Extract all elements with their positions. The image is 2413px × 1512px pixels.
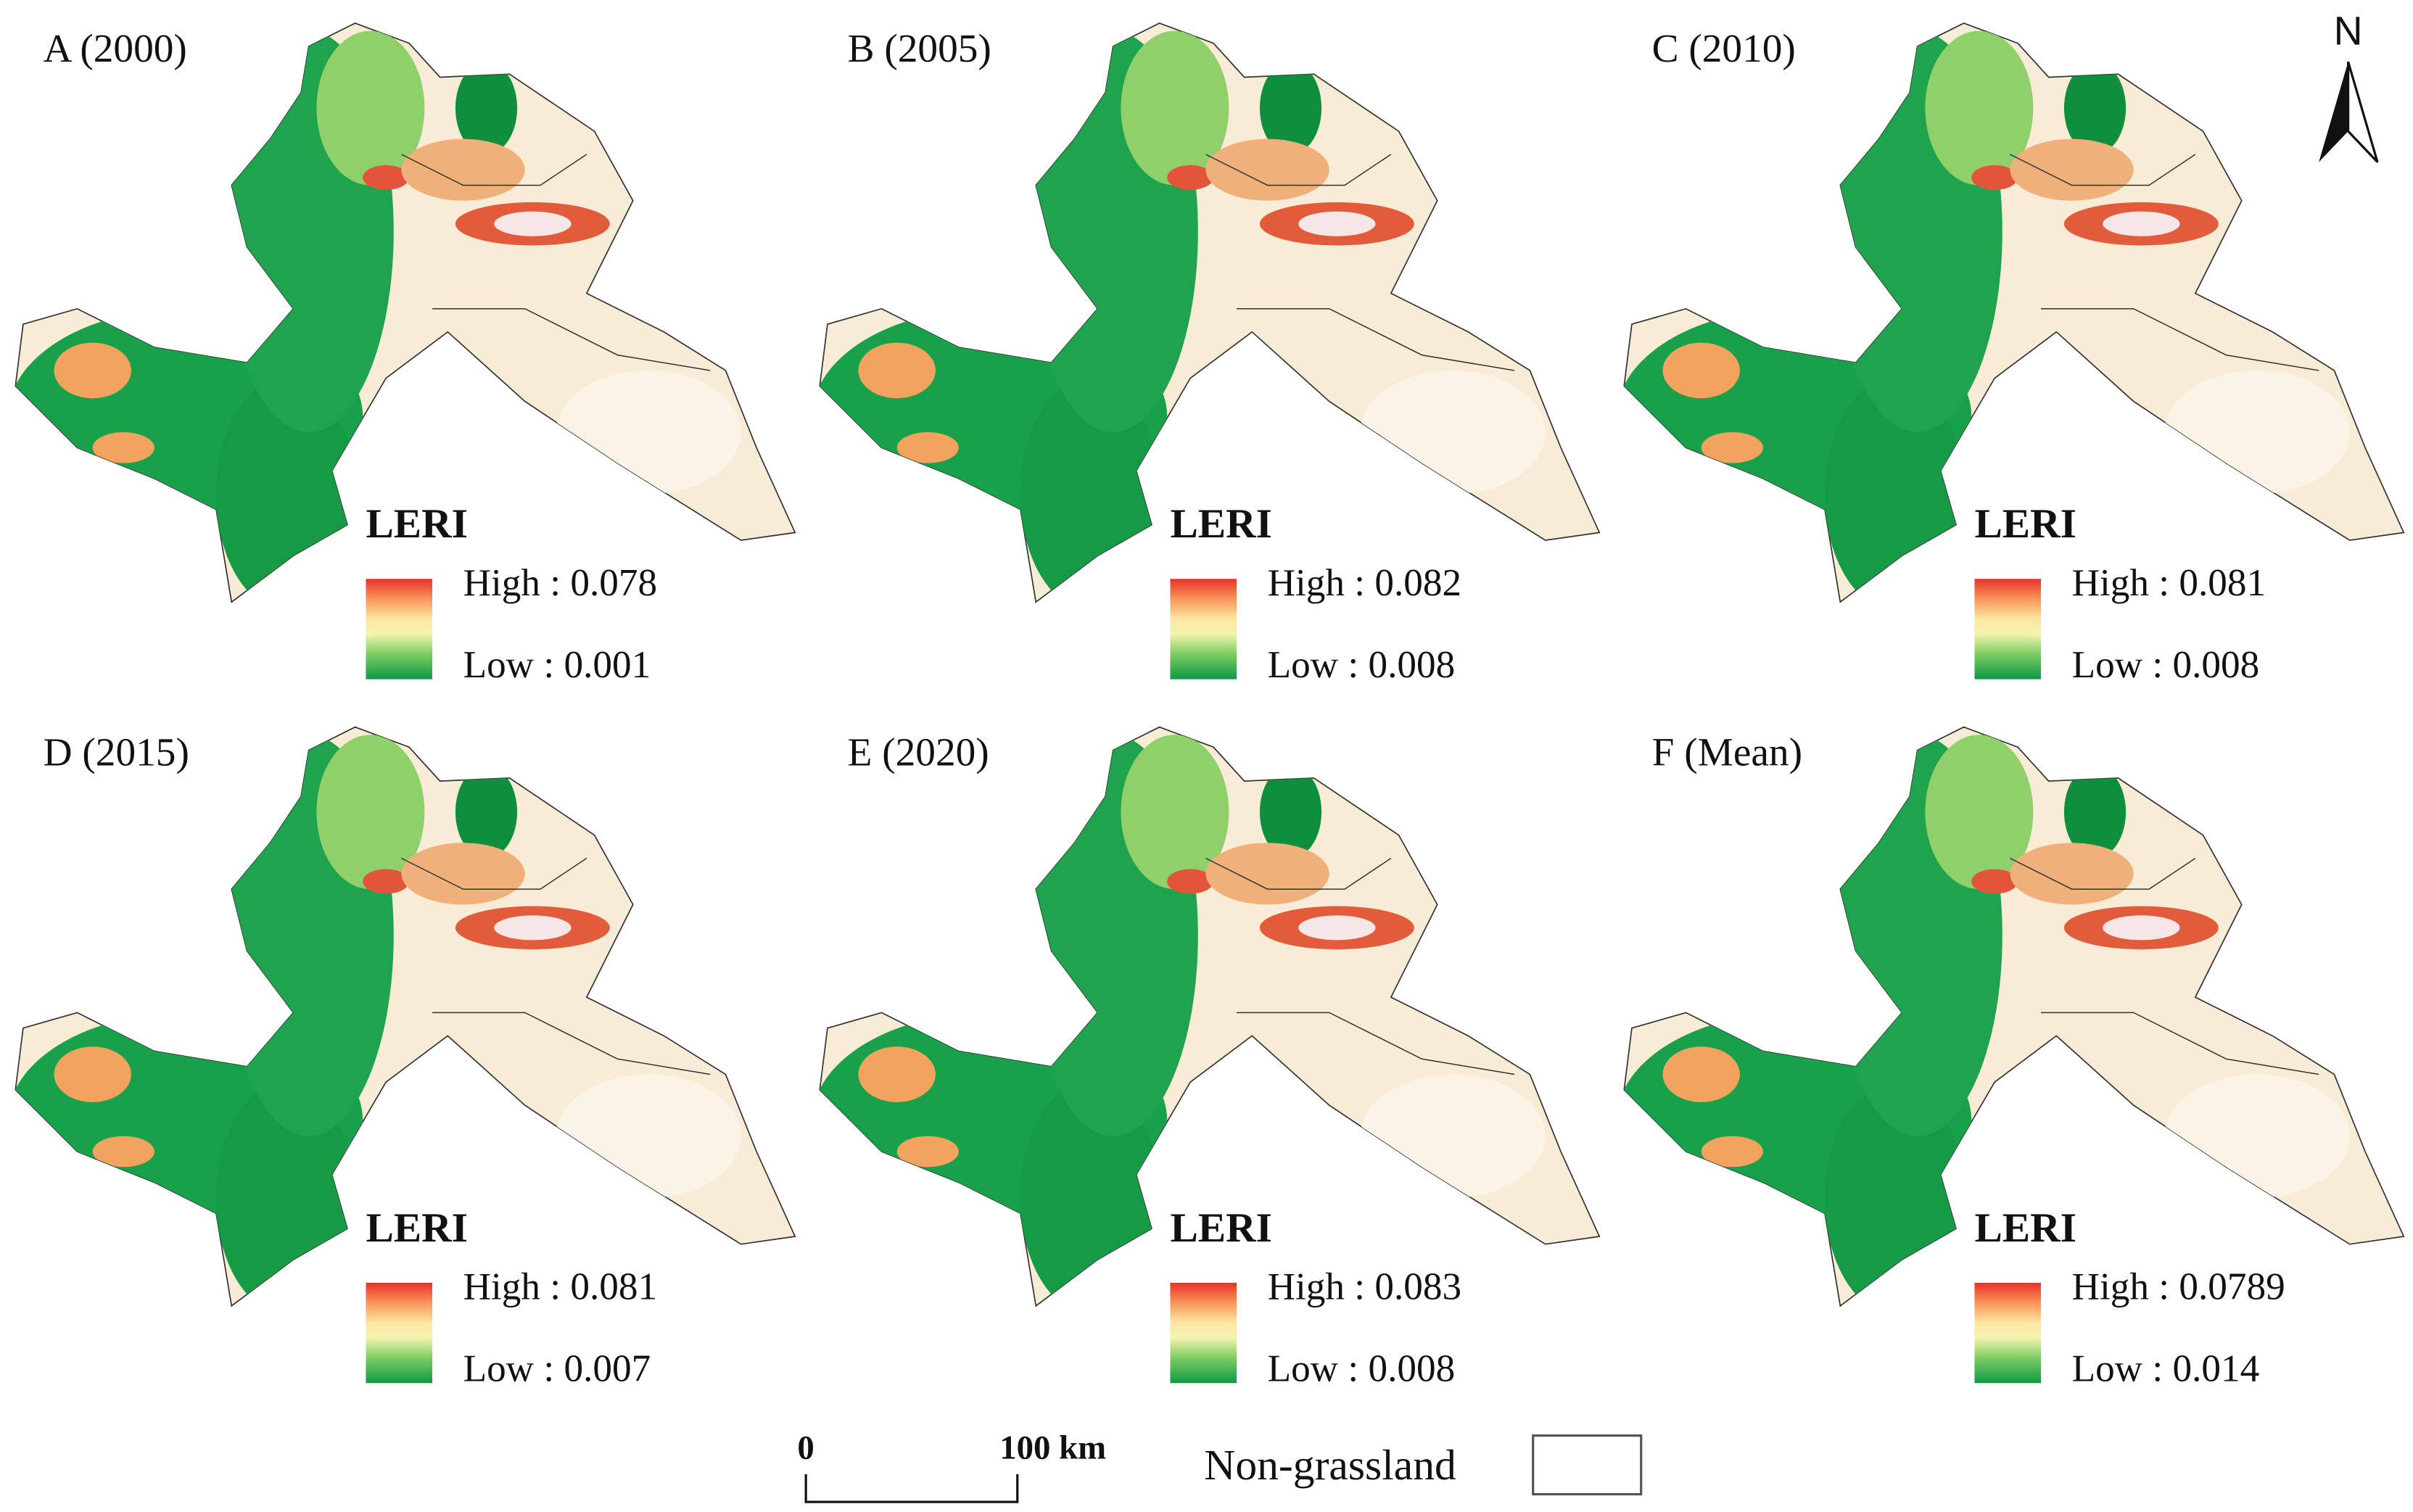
north-arrow: N [2319, 8, 2379, 163]
arrow-left [2319, 62, 2348, 162]
arrow-right [2347, 61, 2379, 163]
legend-low: Low : 0.008 [2072, 643, 2260, 686]
legend-ramp [366, 1282, 433, 1384]
legend-low: Low : 0.008 [1268, 1347, 1456, 1390]
legend-high: High : 0.081 [463, 1265, 658, 1308]
legend-ramp [1974, 579, 2042, 679]
map-panel: A (2000) LERI High : 0.078 Low : 0.001 [8, 23, 796, 686]
map-panel: E (2020) LERI High : 0.083 Low : 0.008 [812, 727, 1600, 1390]
non-grassland-label: Non-grassland [1204, 1441, 1456, 1489]
legend-title: LERI [366, 1205, 468, 1251]
legend-low: Low : 0.001 [463, 643, 651, 686]
legend-high: High : 0.083 [1268, 1265, 1461, 1308]
north-label: N [2334, 8, 2363, 53]
panel-label: D (2015) [44, 730, 189, 774]
scale-end: 100 km [999, 1429, 1106, 1467]
legend-high: High : 0.082 [1268, 561, 1461, 604]
legend-title: LERI [1170, 1205, 1272, 1251]
legend-ramp [366, 579, 433, 679]
panel-label: C (2010) [1652, 26, 1796, 70]
panel-label: A (2000) [44, 26, 187, 70]
non-grassland-swatch [1532, 1434, 1643, 1496]
legend-ramp [1170, 1282, 1237, 1384]
legend-high: High : 0.081 [2072, 561, 2266, 604]
legend-title: LERI [1974, 1205, 2076, 1251]
legend-title: LERI [366, 501, 468, 547]
scale-start: 0 [797, 1429, 814, 1467]
panel-label: F (Mean) [1652, 730, 1802, 774]
scale-line [804, 1474, 1019, 1503]
panel-label: B (2005) [848, 26, 991, 70]
map-panel: B (2005) LERI High : 0.082 Low : 0.008 [812, 23, 1600, 686]
legend-title: LERI [1974, 501, 2076, 547]
scale-bar: 0 100 km [797, 1429, 1106, 1503]
legend-low: Low : 0.008 [1268, 643, 1456, 686]
map-panel: C (2010) LERI High : 0.081 Low : 0.008 [1617, 23, 2404, 686]
legend-title: LERI [1170, 501, 1272, 547]
map-panel: D (2015) LERI High : 0.081 Low : 0.007 [8, 727, 796, 1390]
legend-low: Low : 0.014 [2072, 1347, 2260, 1390]
panel-label: E (2020) [848, 730, 989, 774]
legend-low: Low : 0.007 [463, 1347, 651, 1390]
legend-high: High : 0.0789 [2072, 1265, 2285, 1308]
legend-ramp [1974, 1282, 2042, 1384]
legend-ramp [1170, 579, 1237, 679]
map-panel: F (Mean) LERI High : 0.0789 Low : 0.014 [1617, 727, 2404, 1390]
panels: A (2000) LERI High : 0.078 Low : 0.001 B (20… [8, 23, 2404, 1390]
legend-high: High : 0.078 [463, 561, 658, 604]
